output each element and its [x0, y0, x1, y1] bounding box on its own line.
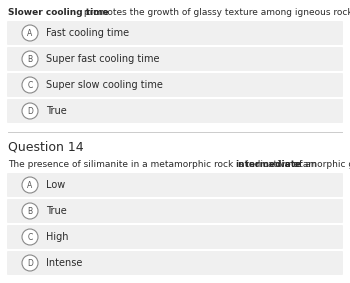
Text: Fast cooling time: Fast cooling time: [46, 28, 129, 38]
Text: The presence of silimanite in a metamorphic rock is indicative of an: The presence of silimanite in a metamorp…: [8, 160, 319, 169]
Text: intermediate: intermediate: [236, 160, 302, 169]
FancyBboxPatch shape: [7, 173, 343, 197]
FancyBboxPatch shape: [7, 99, 343, 123]
Text: C: C: [27, 233, 33, 241]
Text: D: D: [27, 258, 33, 267]
Text: metamorphic grade.: metamorphic grade.: [282, 160, 350, 169]
Circle shape: [22, 255, 38, 271]
Circle shape: [22, 51, 38, 67]
Text: True: True: [46, 106, 67, 116]
Circle shape: [22, 203, 38, 219]
FancyBboxPatch shape: [7, 21, 343, 45]
FancyBboxPatch shape: [7, 225, 343, 249]
Text: C: C: [27, 80, 33, 89]
Text: Slower cooling time: Slower cooling time: [8, 8, 109, 17]
Text: Super fast cooling time: Super fast cooling time: [46, 54, 160, 64]
Circle shape: [22, 25, 38, 41]
Text: Question 14: Question 14: [8, 140, 84, 153]
Text: B: B: [27, 55, 33, 63]
Text: True: True: [46, 206, 67, 216]
Text: A: A: [27, 181, 33, 190]
Text: promotes the growth of glassy texture among igneous rocks.: promotes the growth of glassy texture am…: [81, 8, 350, 17]
Text: D: D: [27, 106, 33, 115]
FancyBboxPatch shape: [7, 199, 343, 223]
Text: High: High: [46, 232, 69, 242]
FancyBboxPatch shape: [7, 47, 343, 71]
Text: Low: Low: [46, 180, 65, 190]
Circle shape: [22, 77, 38, 93]
FancyBboxPatch shape: [7, 73, 343, 97]
FancyBboxPatch shape: [7, 251, 343, 275]
Text: Intense: Intense: [46, 258, 82, 268]
Circle shape: [22, 103, 38, 119]
Text: A: A: [27, 29, 33, 38]
Circle shape: [22, 177, 38, 193]
Circle shape: [22, 229, 38, 245]
Text: Super slow cooling time: Super slow cooling time: [46, 80, 163, 90]
Text: B: B: [27, 207, 33, 215]
